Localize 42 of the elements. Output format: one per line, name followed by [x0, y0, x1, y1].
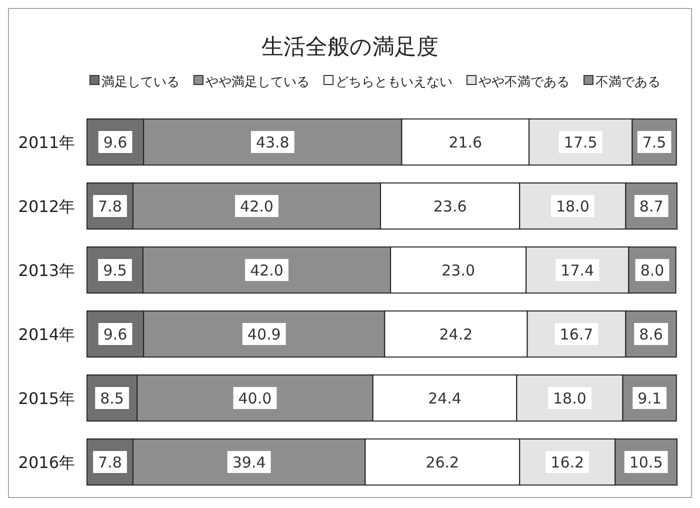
data-label: 39.4: [232, 454, 266, 472]
data-label: 7.8: [98, 454, 122, 472]
y-tick-label: 2013年: [18, 261, 75, 280]
data-label: 9.6: [103, 326, 128, 344]
chart-title: 生活全般の満足度: [262, 35, 438, 60]
data-label: 8.7: [639, 198, 664, 216]
legend-label: 満足している: [102, 75, 180, 90]
data-label: 18.0: [556, 198, 590, 216]
y-tick-label: 2014年: [18, 325, 75, 344]
data-label: 40.9: [247, 326, 281, 344]
data-label: 8.5: [100, 390, 124, 408]
data-label: 23.6: [433, 198, 467, 216]
legend-label: 不満である: [596, 75, 660, 90]
data-label: 24.4: [428, 390, 462, 408]
y-tick-label: 2016年: [18, 453, 75, 472]
legend-label: やや満足している: [206, 75, 310, 90]
data-label: 8.0: [640, 262, 664, 280]
y-tick-label: 2012年: [18, 197, 75, 216]
data-label: 7.8: [98, 198, 122, 216]
data-label: 7.5: [642, 134, 666, 152]
data-label: 42.0: [240, 198, 274, 216]
data-label: 23.0: [442, 262, 476, 280]
data-label: 17.5: [564, 134, 598, 152]
y-tick-label: 2015年: [18, 389, 75, 408]
data-label: 42.0: [250, 262, 284, 280]
y-tick-label: 2011年: [18, 133, 75, 152]
data-label: 21.6: [448, 134, 482, 152]
data-label: 18.0: [553, 390, 586, 408]
data-label: 8.6: [639, 326, 663, 344]
data-label: 9.6: [103, 134, 128, 152]
data-label: 43.8: [256, 134, 290, 152]
data-label: 9.1: [638, 390, 662, 408]
data-label: 16.2: [550, 454, 584, 472]
data-label: 10.5: [629, 454, 663, 472]
data-label: 26.2: [426, 454, 460, 472]
data-label: 17.4: [560, 262, 594, 280]
legend-label: どちらともいえない: [336, 75, 452, 90]
data-label: 16.7: [560, 326, 594, 344]
data-label: 40.0: [238, 390, 272, 408]
legend-label: やや不満である: [478, 75, 570, 90]
data-label: 24.2: [439, 326, 473, 344]
data-label: 9.5: [103, 262, 127, 280]
